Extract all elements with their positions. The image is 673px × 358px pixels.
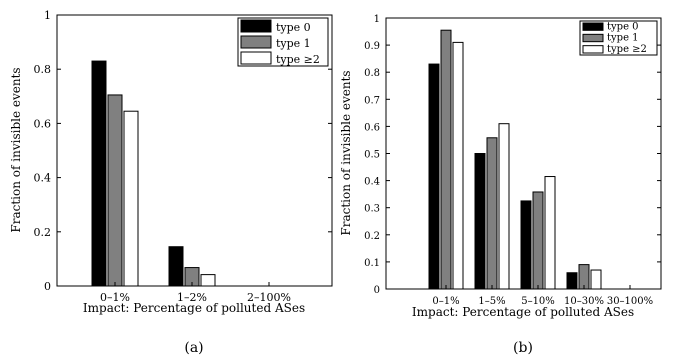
y-tick-label: 1 bbox=[374, 14, 380, 25]
bar-type-0-1 bbox=[168, 246, 184, 287]
bar-type-1-2 bbox=[532, 191, 544, 290]
y-tick-label: 0.9 bbox=[364, 41, 380, 52]
bar-type-0-0 bbox=[91, 60, 107, 287]
bar-type-2-0 bbox=[123, 110, 139, 287]
chart-panel-b: 0 0.1 0.2 0.3 0.4 0.5 0.6 0.7 0.8 0.9 1 0–1% 1–5% 5–… bbox=[339, 14, 662, 356]
y-tick-label: 0.8 bbox=[364, 68, 380, 79]
y-tick-label: 0.4 bbox=[364, 177, 380, 188]
x-tick-label: 0–1% bbox=[432, 296, 459, 307]
x-tick-label: 2–100% bbox=[247, 291, 291, 304]
y-tick-label: 0.8 bbox=[34, 63, 52, 76]
bar-type-1-0 bbox=[107, 94, 123, 287]
x-tick-label: 0–1% bbox=[100, 291, 130, 304]
x-axis-label-a: Impact: Percentage of polluted ASes bbox=[83, 301, 305, 315]
y-tick-label: 0 bbox=[44, 280, 51, 293]
bar-type-0-3 bbox=[566, 272, 578, 290]
bar-type-0-0 bbox=[428, 63, 440, 290]
legend-entry: type 0 bbox=[607, 21, 639, 32]
x-tick-label: 1–2% bbox=[177, 291, 207, 304]
y-tick-label: 0.5 bbox=[364, 150, 380, 161]
y-axis-label-b: Fraction of invisible events bbox=[339, 70, 353, 235]
x-tick-label: 10–30% bbox=[564, 296, 604, 307]
legend-swatch bbox=[582, 45, 604, 54]
legend-entry: type 1 bbox=[276, 37, 311, 50]
x-tick-label: 1–5% bbox=[478, 296, 505, 307]
bar-type-2-2 bbox=[544, 176, 556, 290]
y-tick-label: 1 bbox=[44, 9, 51, 22]
chart-panel-a: 0 0.2 0.4 0.6 0.8 1 0–1% 1–2% 2–100% Impact: Pe… bbox=[9, 9, 333, 356]
y-tick-label: 0.3 bbox=[364, 204, 380, 215]
bar-type-2-1 bbox=[200, 274, 216, 287]
bar-type-2-1 bbox=[498, 123, 510, 290]
y-tick-label: 0.1 bbox=[364, 258, 380, 269]
y-tick-label: 0.4 bbox=[34, 172, 52, 185]
legend-entry: type 1 bbox=[607, 33, 639, 44]
bar-type-2-3 bbox=[590, 269, 602, 290]
legend-a: type 0 type 1 type ≥2 bbox=[237, 17, 329, 67]
bar-type-1-0 bbox=[440, 29, 452, 290]
panel-label-a: (a) bbox=[184, 340, 203, 356]
legend-entry: type ≥2 bbox=[607, 44, 647, 55]
y-tick-label: 0.2 bbox=[364, 231, 380, 242]
y-axis-label-a: Fraction of invisible events bbox=[9, 67, 23, 232]
legend-swatch bbox=[240, 51, 272, 65]
panel-label-b: (b) bbox=[513, 340, 533, 356]
bar-type-2-0 bbox=[452, 41, 464, 290]
legend-swatch bbox=[240, 35, 272, 49]
y-tick-label: 0 bbox=[374, 285, 380, 296]
bar-type-1-1 bbox=[486, 137, 498, 290]
bar-type-0-2 bbox=[520, 200, 532, 290]
y-tick-label: 0.6 bbox=[364, 122, 380, 133]
legend-entry: type 0 bbox=[276, 21, 311, 34]
x-axis-label-b: Impact: Percentage of polluted ASes bbox=[412, 305, 634, 319]
legend-swatch bbox=[582, 33, 604, 43]
bar-type-0-1 bbox=[474, 153, 486, 290]
x-tick-label: 30–100% bbox=[607, 296, 653, 307]
legend-entry: type ≥2 bbox=[276, 53, 320, 66]
y-tick-label: 0.6 bbox=[34, 117, 52, 130]
legend-swatch bbox=[582, 22, 604, 31]
y-tick-label: 0.2 bbox=[34, 226, 52, 239]
y-tick-label: 0.7 bbox=[364, 95, 380, 106]
x-tick-label: 5–10% bbox=[521, 296, 555, 307]
legend-swatch bbox=[240, 19, 272, 33]
